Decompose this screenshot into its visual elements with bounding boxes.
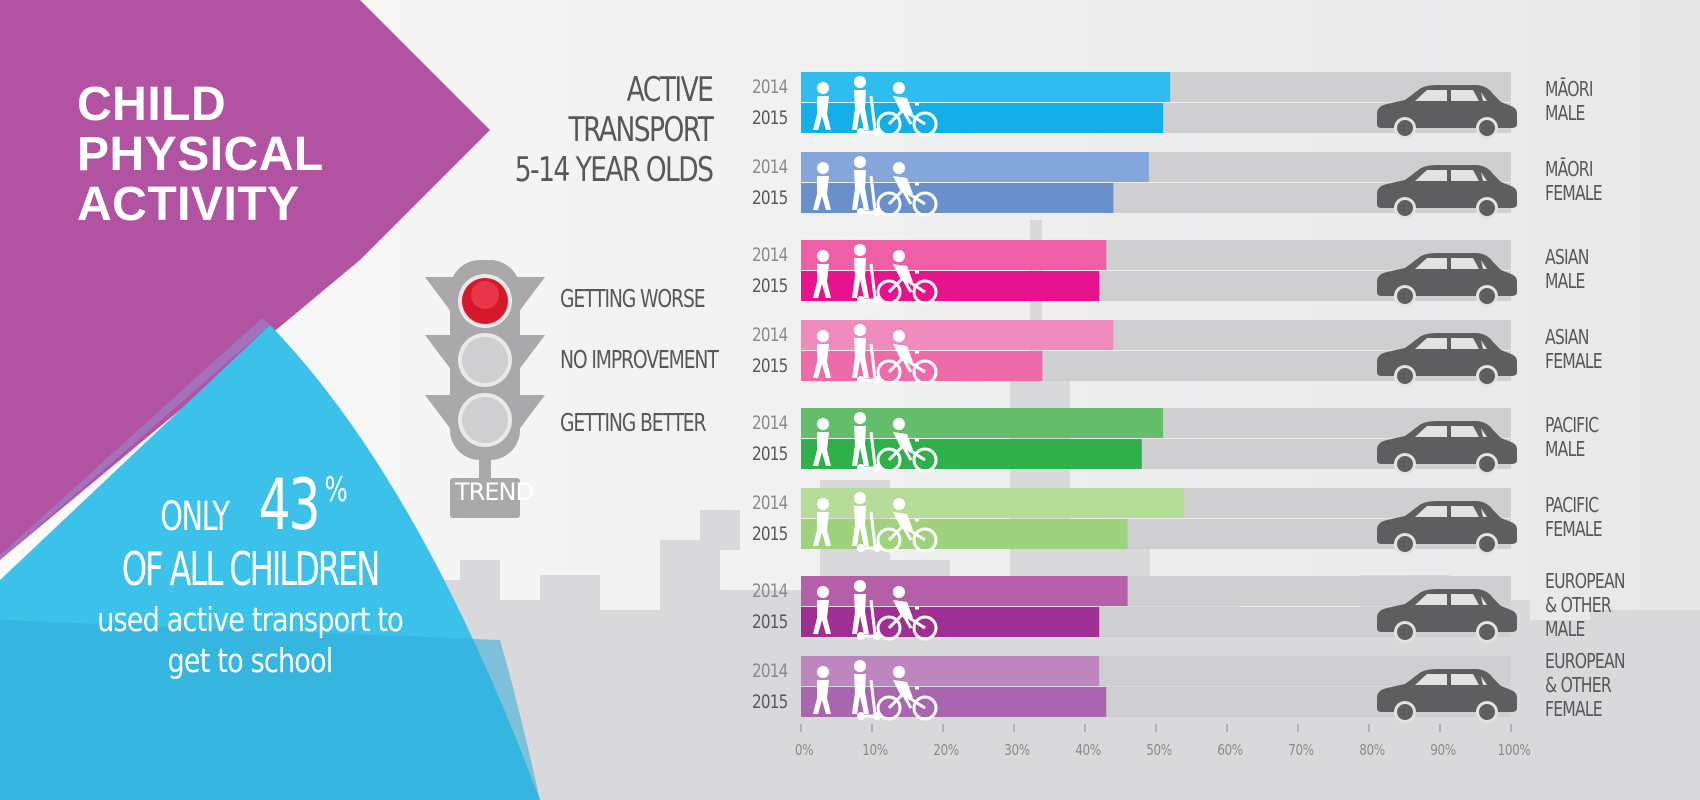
category-label: PACIFIC xyxy=(1545,492,1599,517)
year-label-2015: 2015 xyxy=(752,523,788,545)
legend-no-improvement: NO IMPROVEMENT xyxy=(560,345,719,374)
category-label: MĀORI xyxy=(1545,156,1593,181)
car-icon xyxy=(1377,85,1517,139)
car-icon xyxy=(1377,501,1517,555)
chart-title-line: ACTIVE xyxy=(626,70,713,110)
year-label-2015: 2015 xyxy=(752,611,788,633)
year-label-2015: 2015 xyxy=(752,107,788,129)
amber-light xyxy=(462,337,508,383)
car-icon xyxy=(1377,333,1517,387)
green-light xyxy=(462,397,508,443)
x-tick-label: 50% xyxy=(1146,741,1172,759)
year-label-2014: 2014 xyxy=(752,660,788,682)
children-active-transport-icon xyxy=(813,580,938,641)
callout-only: ONLY xyxy=(160,494,231,540)
year-label-2015: 2015 xyxy=(752,443,788,465)
year-label-2015: 2015 xyxy=(752,691,788,713)
x-tick-label: 0% xyxy=(794,741,814,759)
children-active-transport-icon xyxy=(813,324,938,385)
legend-getting-better: GETTING BETTER xyxy=(560,408,707,437)
x-tick-label: 10% xyxy=(862,741,888,759)
x-tick-label: 40% xyxy=(1075,741,1101,759)
car-icon xyxy=(1377,421,1517,475)
x-tick-label: 30% xyxy=(1004,741,1030,759)
category-label: FEMALE xyxy=(1545,348,1603,373)
year-label-2014: 2014 xyxy=(752,156,788,178)
x-tick-label: 20% xyxy=(933,741,959,759)
category-label: FEMALE xyxy=(1545,516,1603,541)
category-label: MALE xyxy=(1545,100,1585,125)
category-label: FEMALE xyxy=(1545,696,1603,721)
car-icon xyxy=(1377,253,1517,307)
x-tick-label: 80% xyxy=(1359,741,1385,759)
children-active-transport-icon xyxy=(813,76,938,137)
year-label-2014: 2014 xyxy=(752,412,788,434)
bar-2014 xyxy=(801,576,1128,606)
title-line: CHILD xyxy=(77,78,227,131)
bar-2015 xyxy=(801,351,1043,381)
category-label: MALE xyxy=(1545,616,1585,641)
title-line: PHYSICAL xyxy=(77,128,324,181)
year-label-2014: 2014 xyxy=(752,76,788,98)
bar-2015 xyxy=(801,271,1100,301)
chart-title-line: TRANSPORT xyxy=(568,110,713,150)
callout-percent-sign: % xyxy=(324,470,349,510)
year-label-2015: 2015 xyxy=(752,355,788,377)
category-label: & OTHER xyxy=(1545,672,1612,697)
legend-getting-worse: GETTING WORSE xyxy=(560,284,706,313)
trend-label: TREND xyxy=(455,478,534,506)
bar-2015 xyxy=(801,607,1100,637)
x-tick-label: 90% xyxy=(1430,741,1456,759)
bar-2014 xyxy=(801,152,1149,182)
traffic-light-icon xyxy=(425,260,545,518)
car-icon xyxy=(1377,669,1517,723)
year-label-2014: 2014 xyxy=(752,244,788,266)
category-label: EUROPEAN xyxy=(1545,568,1626,593)
category-label: PACIFIC xyxy=(1545,412,1599,437)
category-label: & OTHER xyxy=(1545,592,1612,617)
year-label-2015: 2015 xyxy=(752,187,788,209)
category-label: MALE xyxy=(1545,268,1585,293)
purple-arrow-banner xyxy=(0,0,490,560)
year-label-2014: 2014 xyxy=(752,492,788,514)
category-label: EUROPEAN xyxy=(1545,648,1626,673)
bar-2014 xyxy=(801,656,1100,686)
callout-43-percent: ONLY 43 % OF ALL CHILDREN used active tr… xyxy=(40,470,460,680)
children-active-transport-icon xyxy=(813,660,938,721)
children-active-transport-icon xyxy=(813,492,938,553)
category-label: MALE xyxy=(1545,436,1585,461)
bar-2015 xyxy=(801,439,1142,469)
callout-line4: get to school xyxy=(167,641,334,680)
bar-2014 xyxy=(801,320,1114,350)
callout-percent: 43 xyxy=(258,464,320,546)
category-label: MĀORI xyxy=(1545,76,1593,101)
x-tick-label: 60% xyxy=(1217,741,1243,759)
year-label-2014: 2014 xyxy=(752,580,788,602)
bar-2014 xyxy=(801,240,1107,270)
car-icon xyxy=(1377,589,1517,643)
page-title: CHILD PHYSICAL ACTIVITY xyxy=(77,80,324,230)
children-active-transport-icon xyxy=(813,244,938,305)
car-icon xyxy=(1377,165,1517,219)
x-tick-label: 100% xyxy=(1497,741,1531,759)
children-active-transport-icon xyxy=(813,156,938,217)
category-label: FEMALE xyxy=(1545,180,1603,205)
children-active-transport-icon xyxy=(813,412,938,473)
x-tick-label: 70% xyxy=(1288,741,1314,759)
bar-2015 xyxy=(801,183,1114,213)
chart-title: ACTIVE TRANSPORT 5-14 YEAR OLDS xyxy=(514,70,713,190)
bar-2015 xyxy=(801,687,1107,717)
year-label-2014: 2014 xyxy=(752,324,788,346)
callout-line2: OF ALL CHILDREN xyxy=(121,542,381,596)
category-label: ASIAN xyxy=(1545,244,1589,269)
title-line: ACTIVITY xyxy=(77,178,300,231)
bar-2015 xyxy=(801,519,1128,549)
year-label-2015: 2015 xyxy=(752,275,788,297)
chart-title-line: 5-14 YEAR OLDS xyxy=(514,150,713,190)
callout-line3: used active transport to xyxy=(97,600,403,639)
category-label: ASIAN xyxy=(1545,324,1589,349)
